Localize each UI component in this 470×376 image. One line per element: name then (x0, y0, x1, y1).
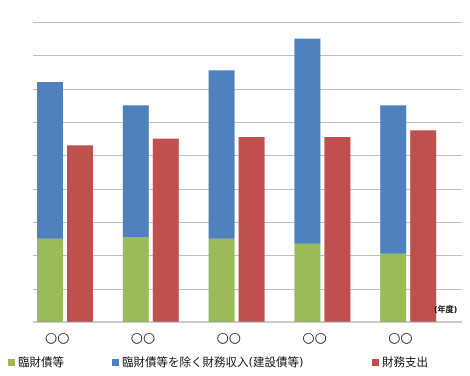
bar-construction-bonds-4 (380, 105, 407, 254)
x-unit-label: (年度) (434, 304, 457, 314)
bar-financial-expenditure-0 (67, 145, 93, 322)
bar-construction-bonds-3 (294, 38, 321, 244)
bar-rinzaisai-0 (37, 238, 63, 322)
bar-construction-bonds-1 (122, 105, 149, 237)
legend-swatch-red (372, 358, 379, 366)
bar-construction-bonds-2 (208, 70, 235, 239)
legend-item-construction-bonds: 臨財債等を除く財務収入(建設債等) (112, 354, 303, 370)
x-tick-label: ○○ (131, 330, 155, 346)
legend: 臨財債等 臨財債等を除く財務収入(建設債等) 財務支出 (8, 354, 470, 372)
bar-rinzaisai-4 (380, 253, 407, 322)
bar-rinzaisai-3 (294, 243, 321, 322)
legend-label: 財務支出 (382, 355, 428, 369)
legend-item-financial-expenditure: 財務支出 (372, 354, 428, 370)
bar-financial-expenditure-1 (152, 138, 179, 322)
legend-swatch-green (8, 358, 15, 366)
bar-rinzaisai-1 (122, 237, 149, 322)
x-tick-label: ○○ (217, 330, 241, 346)
legend-swatch-blue (112, 358, 119, 366)
bar-construction-bonds-0 (37, 82, 63, 239)
x-tick-labels: ○○ ○○ ○○ ○○ ○○ (45, 330, 413, 346)
bar-financial-expenditure-4 (410, 130, 437, 322)
bars (37, 38, 437, 322)
x-tick-label: ○○ (45, 330, 69, 346)
x-tick-label: ○○ (388, 330, 412, 346)
bar-rinzaisai-2 (208, 238, 235, 322)
legend-label: 臨財債等を除く財務収入(建設債等) (122, 355, 304, 369)
bar-financial-expenditure-3 (324, 137, 351, 322)
x-tick-label: ○○ (302, 330, 326, 346)
bar-financial-expenditure-2 (238, 137, 265, 322)
legend-label: 臨財債等 (18, 355, 64, 369)
legend-item-rinzaisai: 臨財債等 (8, 354, 64, 370)
